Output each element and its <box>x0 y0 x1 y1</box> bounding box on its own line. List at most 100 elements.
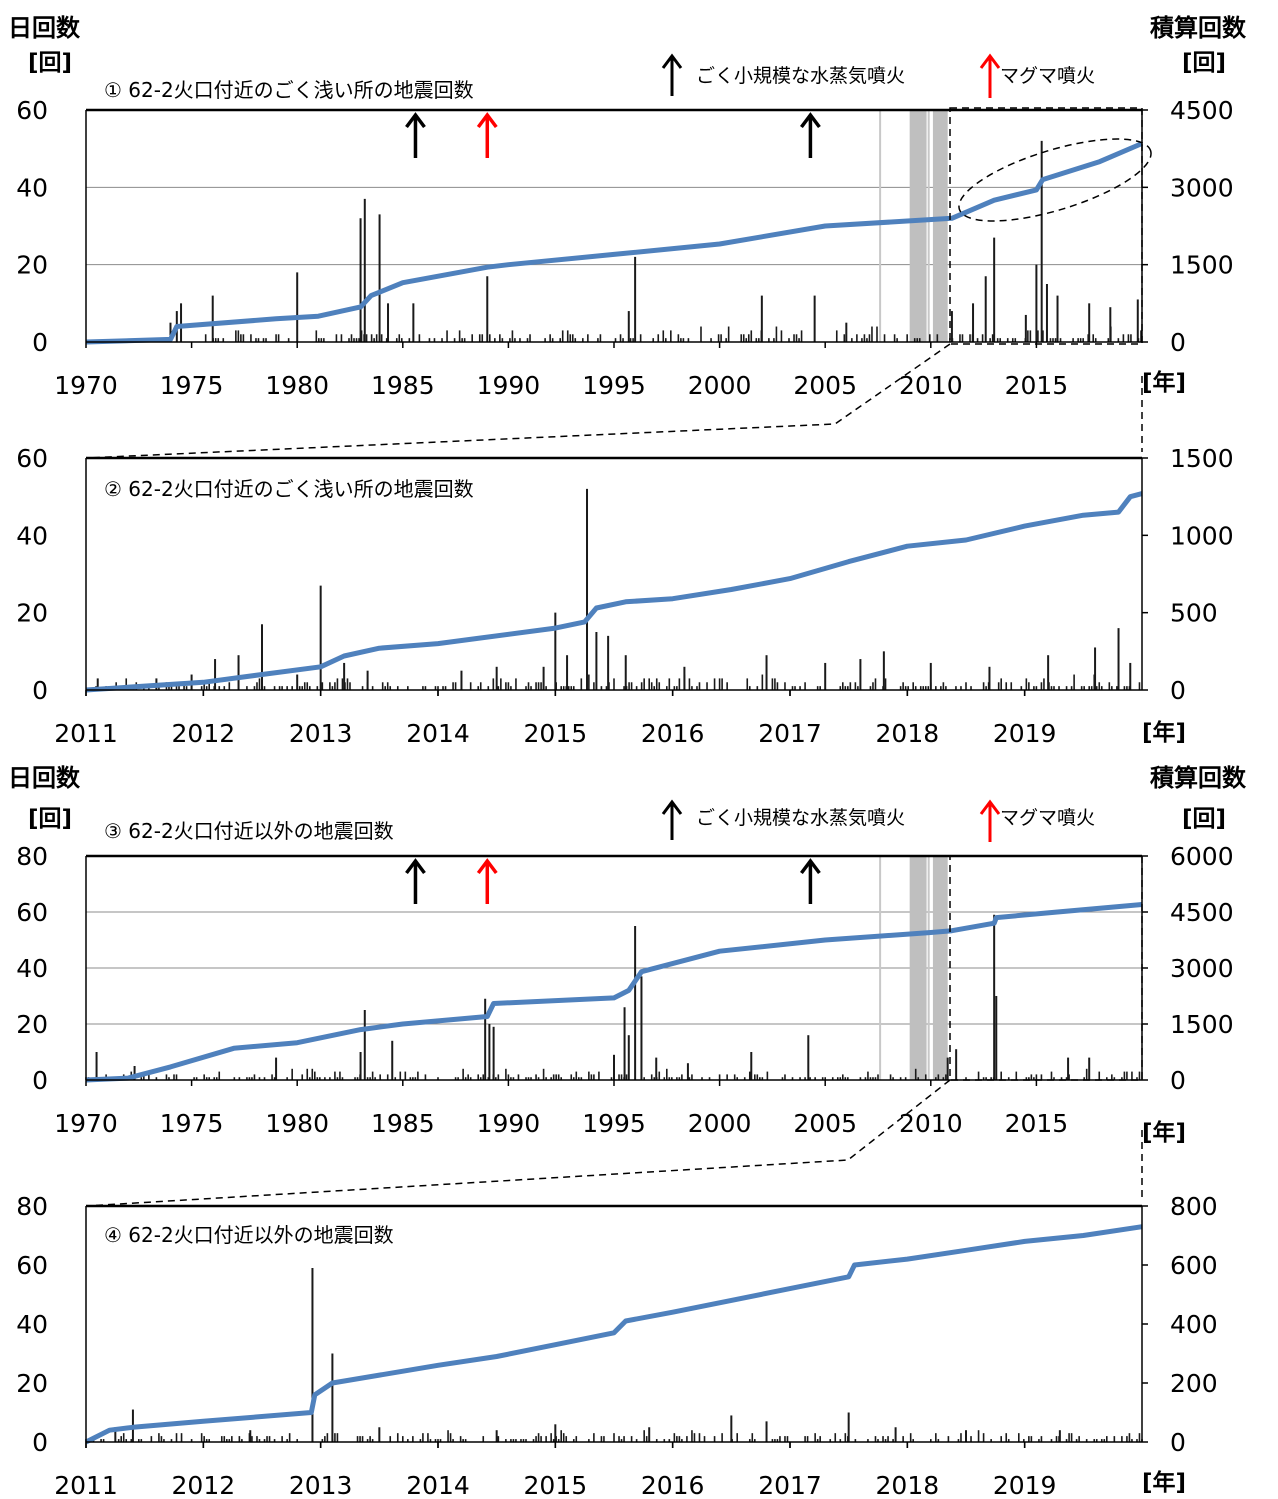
y-left-tick-label: 40 <box>16 1310 48 1339</box>
phreatic-eruption-arrow-icon <box>405 112 426 158</box>
legend-small-eruption: ごく小規模な水蒸気噴火 <box>696 65 905 87</box>
x-unit-panel-4: [年] <box>1142 1469 1186 1496</box>
x-tick-label: 1980 <box>265 371 329 400</box>
x-tick-label: 1975 <box>160 371 224 400</box>
x-tick-label: 2000 <box>688 1109 752 1138</box>
right-axis-title-bottom: 積算回数 <box>1150 764 1247 792</box>
x-tick-label: 1990 <box>477 1109 541 1138</box>
panel-4-other-than-62-2-zoom: 2011 2012 2013 2014 2015 2016 2017 2018 2019 0 20 4… <box>16 1192 1218 1499</box>
y-left-tick-label: 0 <box>32 1428 48 1457</box>
x-tick-label: 2019 <box>993 1471 1057 1499</box>
x-tick-label: 1985 <box>371 371 435 400</box>
y-left-tick-label: 20 <box>16 1010 48 1039</box>
y-left-tick-label: 60 <box>16 444 48 473</box>
y-right-tick-label: 3000 <box>1170 173 1234 202</box>
legend-bottom: ごく小規模な水蒸気噴火 マグマ噴火 <box>661 799 1095 842</box>
x-tick-label: 2012 <box>172 719 236 748</box>
cumulative-count-line <box>84 1224 1143 1445</box>
cumulative-count-line <box>85 491 1143 693</box>
black-arrow-icon <box>661 53 683 96</box>
x-tick-label: 2016 <box>641 719 705 748</box>
cumulative-count-line <box>85 902 1143 1083</box>
panel-3-other-than-62-2: ③ 62-2火口付近以外の地震回数 1970 1975 1980 1985 1990 19… <box>16 819 1233 1146</box>
data-gap-period <box>932 110 948 342</box>
y-right-tick-label: 1500 <box>1170 1010 1234 1039</box>
y-left-tick-label: 0 <box>32 328 48 357</box>
x-unit-panel-2: [年] <box>1142 719 1186 746</box>
x-tick-label: 2011 <box>54 1471 118 1499</box>
right-axis-title-top: 積算回数 <box>1150 14 1247 42</box>
x-tick-label: 2015 <box>524 719 588 748</box>
black-arrow-icon <box>661 799 683 840</box>
x-tick-label: 1970 <box>54 1109 118 1138</box>
phreatic-eruption-arrow-icon <box>405 858 426 904</box>
panel-2-shallow-62-2-zoom: 2011 2012 2013 2014 2015 2016 2017 2018 2019 0 20 4… <box>16 444 1233 748</box>
panel-1-shallow-62-2: ① 62-2火口付近のごく浅い所の地震回数 1970 1975 1980 1985 19… <box>16 78 1233 400</box>
x-tick-label: 2015 <box>524 1471 588 1499</box>
x-tick-label: 2012 <box>172 1471 236 1499</box>
x-tick-label: 1985 <box>371 1109 435 1138</box>
y-left-tick-label: 40 <box>16 521 48 550</box>
right-axis-unit-top: [回] <box>1182 50 1226 76</box>
y-left-tick-label: 80 <box>16 842 48 871</box>
x-tick-label: 2019 <box>993 719 1057 748</box>
y-left-tick-label: 40 <box>16 954 48 983</box>
y-right-tick-label: 200 <box>1170 1369 1218 1398</box>
x-tick-label: 2016 <box>641 1471 705 1499</box>
x-tick-label: 1995 <box>582 371 646 400</box>
panel-2-title: ② 62-2火口付近のごく浅い所の地震回数 <box>104 477 474 501</box>
y-right-tick-label: 600 <box>1170 1251 1218 1280</box>
panel-3-title: ③ 62-2火口付近以外の地震回数 <box>104 819 394 843</box>
y-left-tick-label: 60 <box>16 1251 48 1280</box>
y-right-tick-label: 4500 <box>1170 898 1234 927</box>
left-axis-title-bottom: 日回数 <box>8 764 81 792</box>
y-right-tick-label: 3000 <box>1170 954 1234 983</box>
y-right-tick-label: 0 <box>1170 676 1186 705</box>
y-left-tick-label: 60 <box>16 898 48 927</box>
y-right-tick-label: 1000 <box>1170 521 1234 550</box>
zoom-connector-2 <box>85 855 1143 1207</box>
y-left-tick-label: 80 <box>16 1192 48 1221</box>
phreatic-eruption-arrow-icon <box>800 858 821 904</box>
data-gap-period <box>932 856 948 1080</box>
legend-small-eruption-2: ごく小規模な水蒸気噴火 <box>696 807 905 829</box>
x-tick-label: 2017 <box>758 1471 822 1499</box>
x-tick-label: 2014 <box>406 719 470 748</box>
panel-4-title: ④ 62-2火口付近以外の地震回数 <box>104 1223 394 1247</box>
x-unit-panel-3: [年] <box>1142 1119 1186 1146</box>
right-axis-unit-bottom: [回] <box>1182 806 1226 832</box>
y-right-tick-label: 400 <box>1170 1310 1218 1339</box>
x-unit-panel-1: [年] <box>1142 369 1186 396</box>
magmatic-eruption-arrow-icon <box>476 112 498 158</box>
panel-1-title: ① 62-2火口付近のごく浅い所の地震回数 <box>104 78 474 102</box>
x-tick-label: 2010 <box>899 371 963 400</box>
red-arrow-icon <box>979 53 1001 98</box>
x-tick-label: 1975 <box>160 1109 224 1138</box>
y-right-tick-label: 800 <box>1170 1192 1218 1221</box>
data-gap-period <box>909 856 927 1080</box>
y-right-tick-label: 0 <box>1170 1066 1186 1095</box>
x-tick-label: 2018 <box>876 719 940 748</box>
x-tick-label: 2013 <box>289 719 353 748</box>
x-tick-label: 2015 <box>1005 371 1069 400</box>
y-right-tick-label: 0 <box>1170 328 1186 357</box>
cumulative-count-line <box>85 141 1143 345</box>
x-tick-label: 2005 <box>793 1109 857 1138</box>
y-left-tick-label: 20 <box>16 1369 48 1398</box>
y-right-tick-label: 6000 <box>1170 842 1234 871</box>
x-tick-label: 2015 <box>1005 1109 1069 1138</box>
y-right-tick-label: 500 <box>1170 599 1218 628</box>
x-tick-label: 2014 <box>406 1471 470 1499</box>
x-tick-label: 2005 <box>793 371 857 400</box>
y-right-tick-label: 0 <box>1170 1428 1186 1457</box>
x-tick-label: 2013 <box>289 1471 353 1499</box>
x-tick-label: 1990 <box>477 371 541 400</box>
data-gap-period <box>909 110 927 342</box>
x-tick-label: 2000 <box>688 371 752 400</box>
red-arrow-icon <box>979 799 1001 842</box>
legend-magma-eruption: マグマ噴火 <box>1000 65 1095 87</box>
phreatic-eruption-arrow-icon <box>800 112 821 158</box>
zoom-connector-1 <box>85 107 1152 459</box>
x-tick-label: 1970 <box>54 371 118 400</box>
